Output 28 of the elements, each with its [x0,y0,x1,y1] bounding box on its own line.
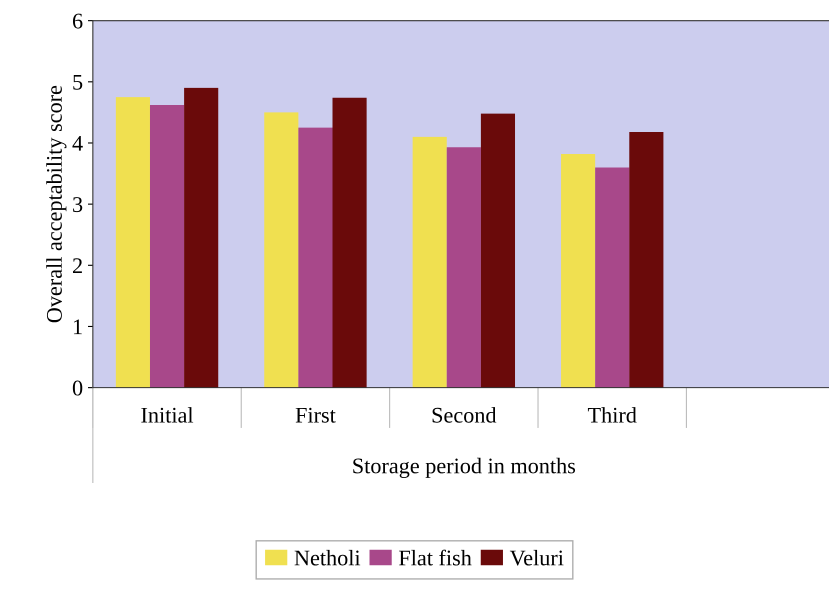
legend-label: Veluri [510,550,564,566]
bar [332,98,367,388]
bar [184,88,218,388]
y-tick-label: 6 [72,14,82,29]
bar [595,167,630,388]
bar [412,136,447,388]
bar [150,105,184,388]
bar [446,147,481,388]
bar [480,114,516,388]
x-tick-label: Second [432,407,496,423]
y-axis-title: Overall acceptability score [46,86,66,322]
bar [116,97,150,388]
x-axis-title: Storage period in months [353,458,576,478]
y-tick-label: 1 [74,320,82,334]
bar [264,112,298,388]
y-tick-label: 3 [73,197,82,212]
bar [561,154,596,388]
y-tick-label: 0 [72,380,82,396]
x-tick-label: Third [588,407,637,423]
y-tick-label: 2 [72,258,82,274]
y-tick-label: 4 [72,136,83,151]
legend-label: Flat fish [399,550,472,566]
bar [629,132,664,388]
legend-label: Netholi [294,550,360,566]
x-tick-label: First [296,408,336,423]
y-tick-label: 5 [73,74,82,90]
bar [298,128,332,388]
x-tick-label: Initial [141,407,194,423]
